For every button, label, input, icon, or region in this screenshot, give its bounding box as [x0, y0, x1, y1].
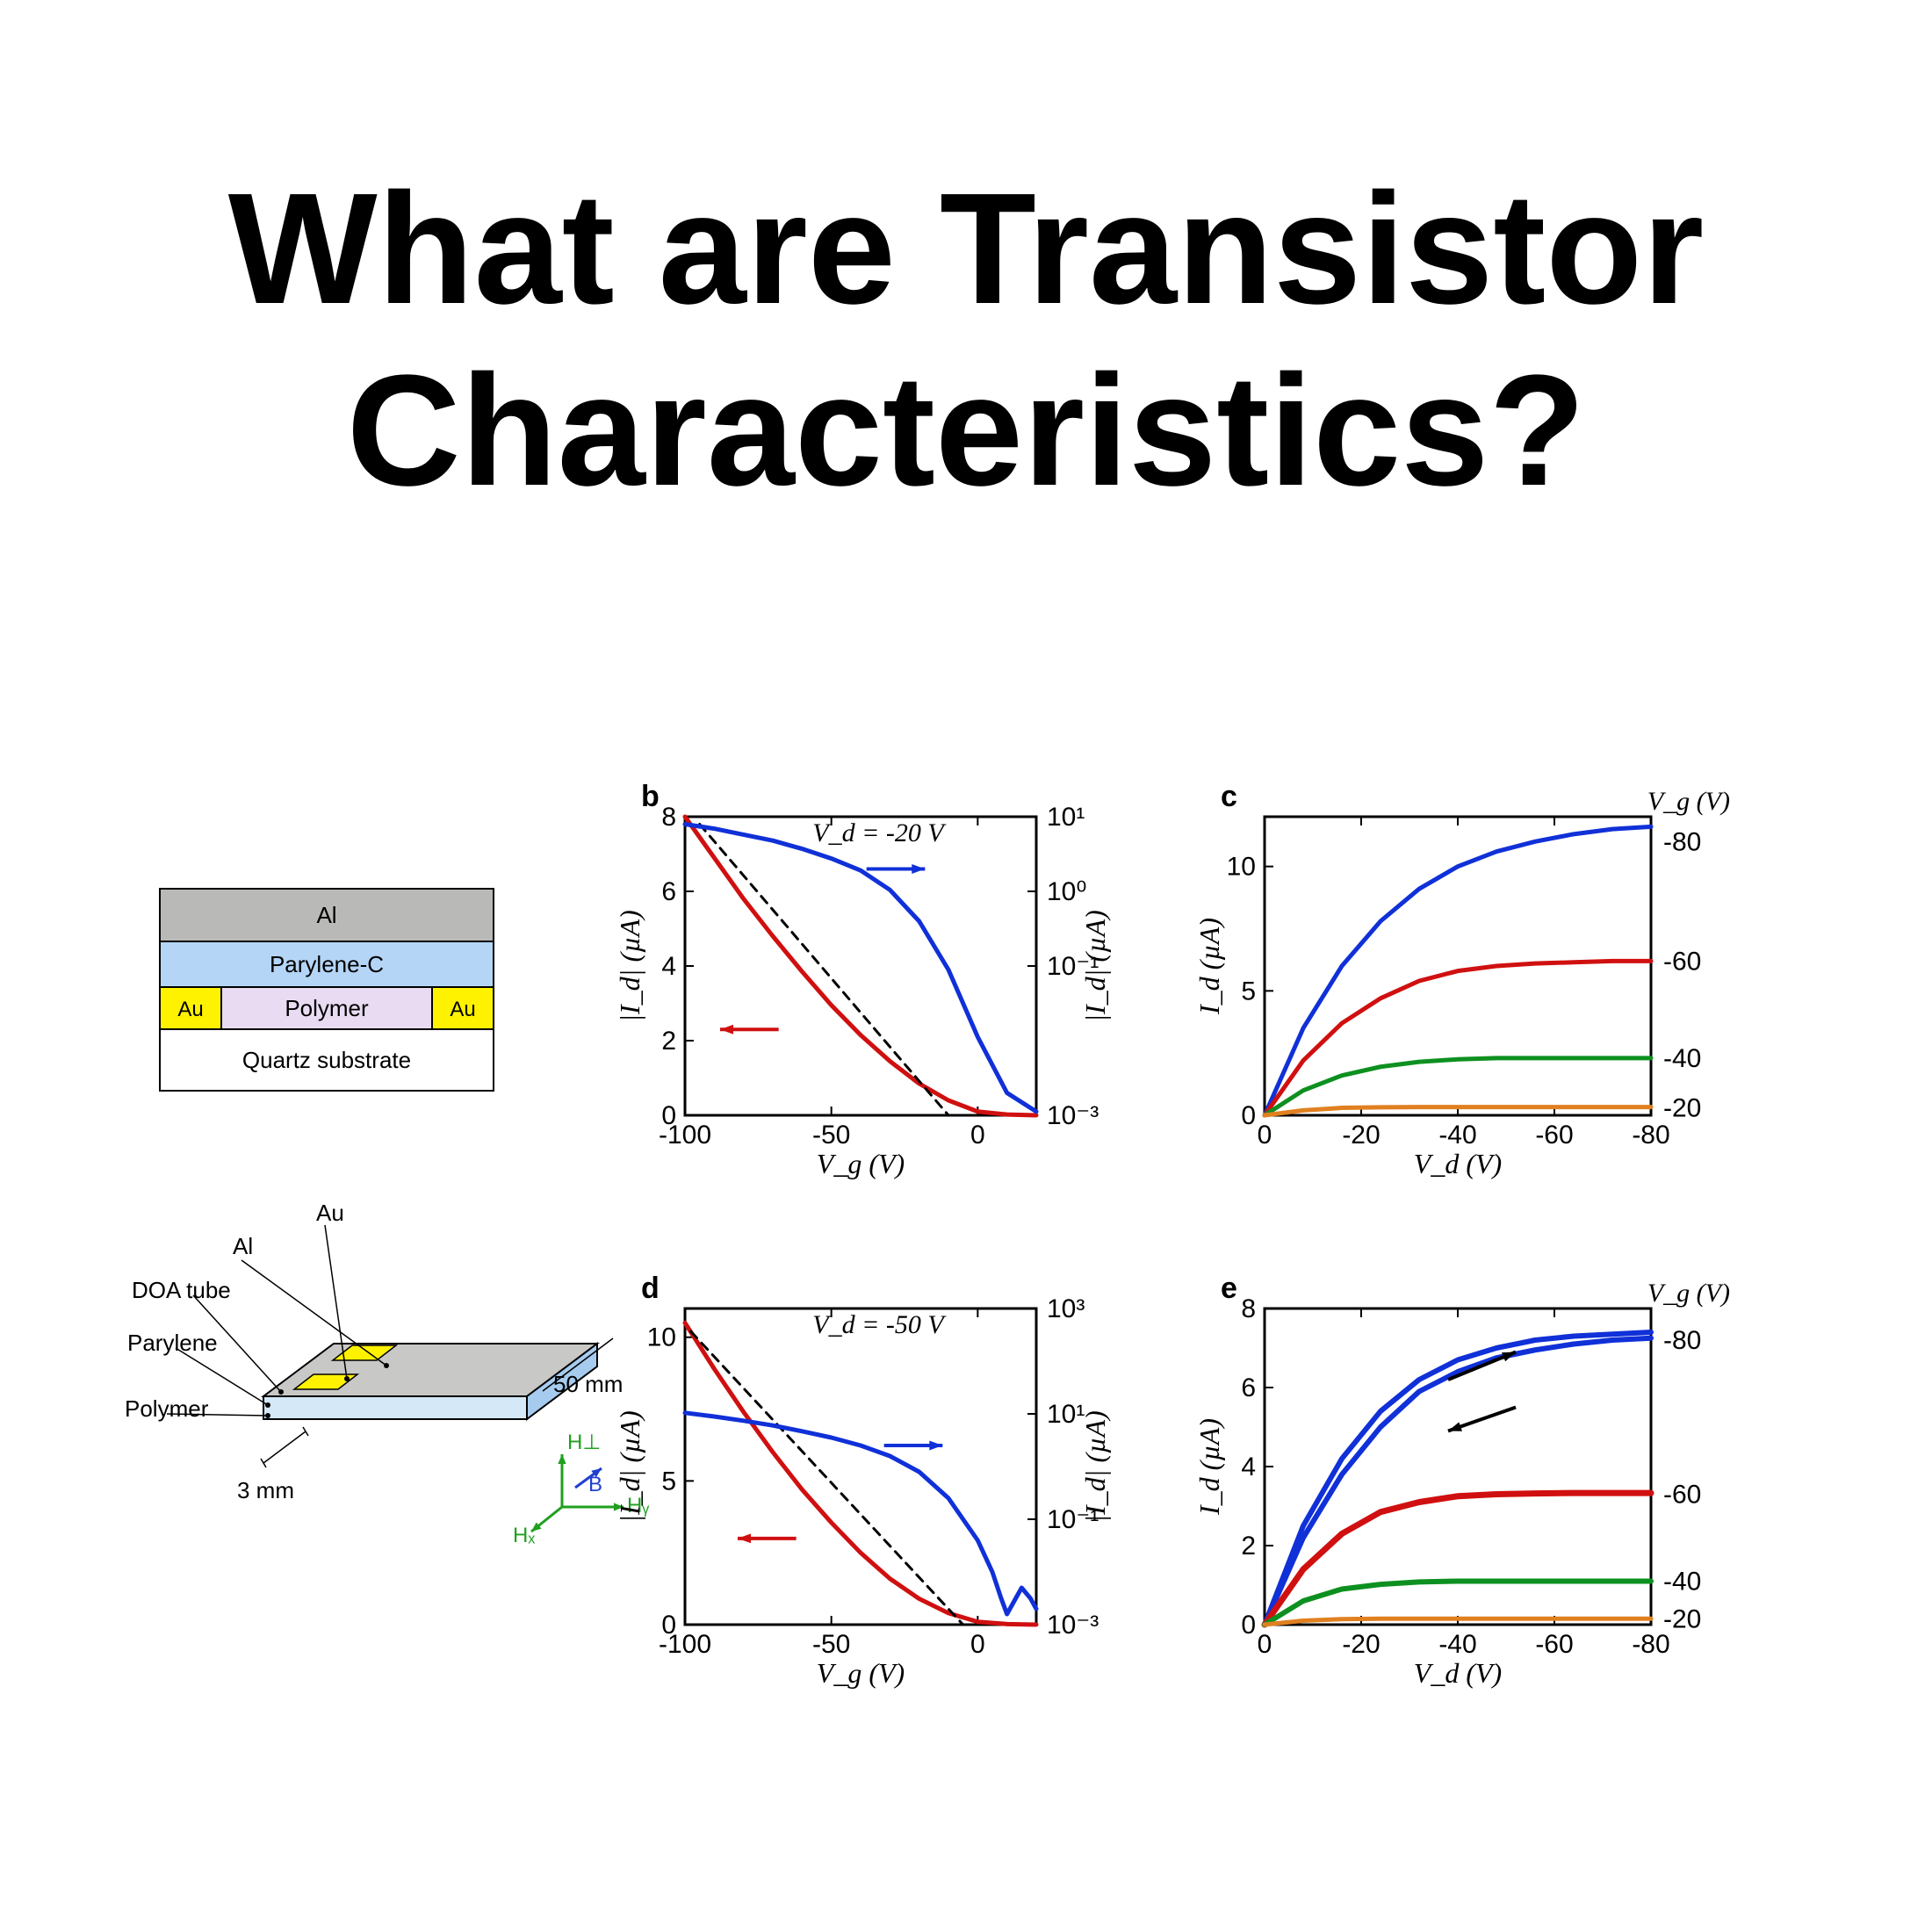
svg-text:-50: -50	[812, 1121, 850, 1150]
svg-text:10⁻³: 10⁻³	[1047, 1611, 1099, 1640]
svg-text:-80: -80	[1663, 827, 1701, 856]
svg-text:-20: -20	[1342, 1630, 1380, 1659]
svg-text:10¹: 10¹	[1047, 803, 1085, 832]
svg-text:Al: Al	[233, 1233, 253, 1259]
svg-text:0: 0	[970, 1121, 985, 1150]
svg-text:V_g (V): V_g (V)	[1647, 787, 1730, 816]
svg-text:0: 0	[661, 1101, 676, 1130]
svg-text:0: 0	[661, 1611, 676, 1640]
svg-text:d: d	[641, 1272, 660, 1305]
svg-text:2: 2	[661, 1027, 676, 1056]
svg-text:Polymer: Polymer	[285, 995, 369, 1021]
svg-text:-60: -60	[1535, 1630, 1573, 1659]
svg-text:-20: -20	[1663, 1604, 1701, 1633]
svg-text:-60: -60	[1535, 1121, 1573, 1150]
panel-a-stack: Al Parylene-C Au Au Polymer Quartz substrate	[158, 887, 495, 1097]
svg-text:Parylene-C: Parylene-C	[270, 951, 384, 977]
svg-text:|I_d| (µA): |I_d| (µA)	[1079, 1410, 1111, 1523]
svg-text:Parylene: Parylene	[127, 1330, 218, 1356]
svg-text:10⁻³: 10⁻³	[1047, 1101, 1099, 1130]
svg-text:-50: -50	[812, 1630, 850, 1659]
svg-text:|I_d| (µA): |I_d| (µA)	[614, 910, 645, 1022]
svg-text:V_d = -50 V: V_d = -50 V	[812, 1310, 947, 1339]
svg-text:-60: -60	[1663, 1481, 1701, 1510]
svg-text:6: 6	[1241, 1373, 1256, 1402]
svg-text:Au: Au	[316, 1200, 344, 1226]
svg-text:V_g (V): V_g (V)	[1647, 1279, 1730, 1308]
svg-text:-20: -20	[1663, 1094, 1701, 1123]
chart-c: c 0 -20 -40 -60 -80 0 5 10 -80 -60 -40 -20 V_d (V) I_d…	[1194, 773, 1756, 1186]
svg-text:V_g (V): V_g (V)	[817, 1148, 905, 1179]
svg-text:V_d (V): V_d (V)	[1414, 1657, 1502, 1689]
svg-text:-40: -40	[1438, 1121, 1476, 1150]
svg-text:0: 0	[970, 1630, 985, 1659]
svg-text:-80: -80	[1632, 1121, 1669, 1150]
svg-text:Au: Au	[177, 998, 203, 1021]
svg-text:e: e	[1221, 1272, 1237, 1305]
svg-text:H⊥: H⊥	[567, 1431, 601, 1454]
svg-text:Polymer: Polymer	[125, 1395, 209, 1422]
svg-text:0: 0	[1258, 1630, 1272, 1659]
svg-text:|I_d| (µA): |I_d| (µA)	[1079, 910, 1111, 1022]
svg-text:10: 10	[1227, 853, 1256, 882]
svg-text:10: 10	[647, 1323, 676, 1352]
svg-text:Al: Al	[316, 902, 336, 928]
svg-text:0: 0	[1241, 1611, 1256, 1640]
chart-d: d-100-500051010⁻³10⁻¹10¹10³V_g (V)|I_d| …	[615, 1265, 1124, 1704]
svg-text:Quartz substrate: Quartz substrate	[242, 1047, 411, 1073]
svg-text:V_d = -20 V: V_d = -20 V	[812, 818, 947, 847]
svg-text:8: 8	[661, 803, 676, 832]
svg-text:-40: -40	[1438, 1630, 1476, 1659]
svg-text:-40: -40	[1663, 1044, 1701, 1073]
svg-text:8: 8	[1241, 1294, 1256, 1323]
svg-text:50 mm: 50 mm	[553, 1371, 623, 1397]
svg-text:5: 5	[661, 1467, 676, 1496]
svg-text:6: 6	[661, 877, 676, 906]
svg-text:3 mm: 3 mm	[237, 1477, 294, 1503]
svg-text:-80: -80	[1663, 1326, 1701, 1355]
svg-text:I_d (µA): I_d (µA)	[1193, 1418, 1225, 1516]
panel-a-3d: AlAuDOA tubeParylenePolymer3 mm50 mmHᵧHₓ…	[123, 1177, 615, 1585]
svg-text:0: 0	[1241, 1101, 1256, 1130]
svg-text:4: 4	[661, 952, 676, 981]
svg-text:-40: -40	[1663, 1568, 1701, 1597]
chart-b: b-100-5000246810⁻³10⁻¹10⁰10¹V_g (V)|I_d|…	[615, 773, 1124, 1186]
svg-text:10⁰: 10⁰	[1047, 877, 1086, 906]
svg-text:b: b	[641, 780, 660, 813]
svg-text:V_g (V): V_g (V)	[817, 1657, 905, 1689]
page-root: What are Transistor Characteristics? Al P…	[0, 0, 1932, 1932]
svg-text:B: B	[588, 1473, 602, 1496]
svg-text:5: 5	[1241, 977, 1256, 1006]
svg-text:I_d (µA): I_d (µA)	[1193, 918, 1225, 1015]
svg-text:2: 2	[1241, 1532, 1256, 1561]
page-title: What are Transistor Characteristics?	[0, 158, 1932, 522]
svg-text:-80: -80	[1632, 1630, 1669, 1659]
svg-text:|I_d| (µA): |I_d| (µA)	[614, 1410, 645, 1523]
figure-area: AlParylene-CAuAuPolymerQuartz substrate …	[123, 773, 1809, 1827]
svg-text:-20: -20	[1342, 1121, 1380, 1150]
svg-text:DOA tube: DOA tube	[132, 1277, 231, 1303]
svg-text:c: c	[1221, 780, 1237, 813]
svg-text:10³: 10³	[1047, 1294, 1085, 1323]
svg-text:-60: -60	[1663, 947, 1701, 976]
svg-text:Hₓ: Hₓ	[513, 1524, 535, 1547]
svg-text:V_d (V): V_d (V)	[1414, 1148, 1502, 1179]
svg-text:Au: Au	[450, 998, 475, 1021]
svg-text:0: 0	[1258, 1121, 1272, 1150]
svg-text:4: 4	[1241, 1453, 1256, 1481]
chart-e: e 0 -20 -40 -60 -80 0 2 4 6 8 -80 -60 -40 -20 V_d (V) I_…	[1194, 1265, 1756, 1704]
